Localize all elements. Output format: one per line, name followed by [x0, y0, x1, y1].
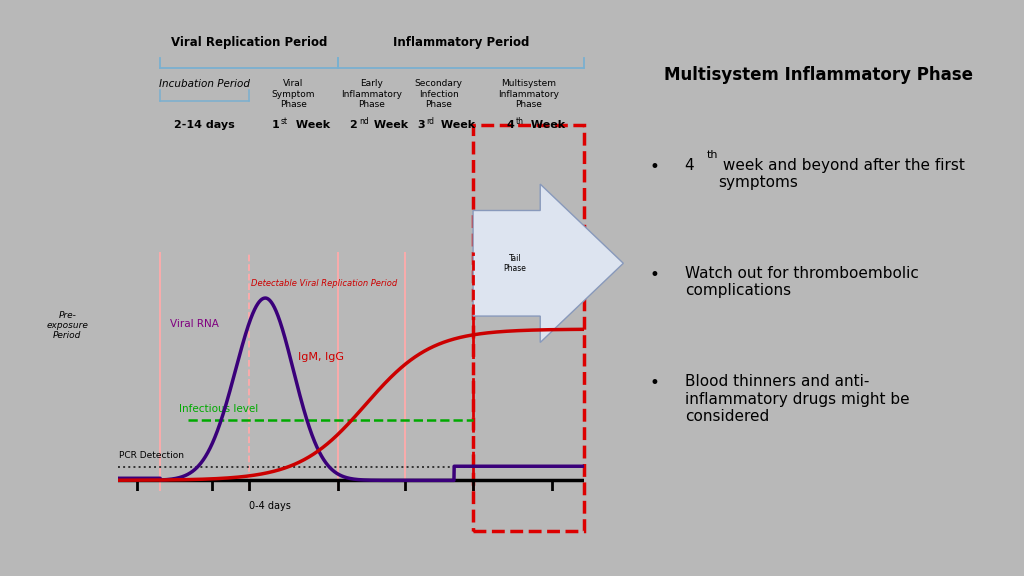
Text: 2: 2: [349, 120, 357, 130]
Text: th: th: [516, 117, 524, 126]
Text: PCR Detection: PCR Detection: [120, 450, 184, 460]
Text: 2-14 days: 2-14 days: [174, 120, 236, 130]
Text: 1: 1: [271, 120, 279, 130]
Text: Week: Week: [292, 120, 330, 130]
Text: Blood thinners and anti-
inflammatory drugs might be
considered: Blood thinners and anti- inflammatory dr…: [685, 374, 909, 424]
Text: Pre-
exposure
Period: Pre- exposure Period: [46, 310, 88, 340]
Text: Inflammatory Period: Inflammatory Period: [393, 36, 529, 49]
Text: Tail
Phase: Tail Phase: [504, 253, 526, 273]
Text: Secondary
Infection
Phase: Secondary Infection Phase: [415, 79, 463, 109]
Text: Viral RNA: Viral RNA: [170, 319, 218, 329]
Text: rd: rd: [426, 117, 434, 126]
Text: Week: Week: [527, 120, 565, 130]
Text: Viral Replication Period: Viral Replication Period: [171, 36, 327, 49]
Text: 4: 4: [685, 158, 694, 173]
Text: Week: Week: [370, 120, 408, 130]
Text: •: •: [649, 374, 659, 392]
Text: Week: Week: [437, 120, 475, 130]
Text: Infectious level: Infectious level: [179, 404, 258, 414]
Text: •: •: [649, 158, 659, 176]
Text: Viral
Symptom
Phase: Viral Symptom Phase: [271, 79, 315, 109]
Text: nd: nd: [358, 117, 369, 126]
Text: Incubation Period: Incubation Period: [159, 79, 250, 89]
Text: IgM, IgG: IgM, IgG: [298, 352, 344, 362]
Text: 4: 4: [507, 120, 514, 130]
Bar: [473, 125, 585, 531]
Text: Detectable Viral Replication Period: Detectable Viral Replication Period: [251, 279, 397, 289]
Text: st: st: [281, 117, 288, 126]
Text: Multisystem Inflammatory Phase: Multisystem Inflammatory Phase: [665, 66, 973, 84]
Text: 0-4 days: 0-4 days: [249, 501, 291, 511]
Text: •: •: [649, 266, 659, 284]
Text: Multisystem
Inflammatory
Phase: Multisystem Inflammatory Phase: [498, 79, 559, 109]
Text: Watch out for thromboembolic
complications: Watch out for thromboembolic complicatio…: [685, 266, 919, 298]
Text: week and beyond after the first
symptoms: week and beyond after the first symptoms: [718, 158, 965, 190]
Text: Early
Inflammatory
Phase: Early Inflammatory Phase: [341, 79, 401, 109]
Text: 3: 3: [417, 120, 425, 130]
FancyBboxPatch shape: [473, 184, 624, 343]
Text: th: th: [707, 150, 718, 160]
